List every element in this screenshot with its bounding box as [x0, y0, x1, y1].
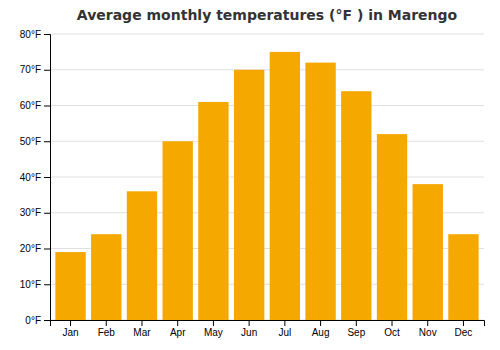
y-tick-label: 70°F	[20, 64, 41, 75]
x-tick-mark	[356, 320, 357, 326]
y-tick-mark	[44, 70, 50, 71]
y-tick-mark	[44, 284, 50, 285]
x-tick-mark	[392, 320, 393, 326]
x-tick: May	[204, 320, 223, 338]
y-tick: 40°F	[20, 172, 50, 183]
bar	[341, 91, 371, 320]
x-tick-mark	[177, 320, 178, 326]
bar	[198, 102, 228, 320]
y-tick-label: 40°F	[20, 172, 41, 183]
y-tick-mark	[44, 249, 50, 250]
grid-line	[50, 34, 484, 35]
y-tick-label: 30°F	[20, 207, 41, 218]
y-tick: 10°F	[20, 279, 50, 290]
bar	[163, 141, 193, 320]
grid-line	[50, 69, 484, 70]
grid-line	[50, 177, 484, 178]
y-tick-mark	[44, 213, 50, 214]
x-tick-label: Jan	[62, 327, 78, 338]
y-tick-mark	[44, 177, 50, 178]
y-tick: 0°F	[25, 315, 50, 326]
bar	[448, 234, 478, 320]
bar	[127, 191, 157, 320]
grid-line	[50, 141, 484, 142]
y-axis-line	[44, 35, 51, 321]
x-tick-label: Dec	[455, 327, 473, 338]
x-tick-label: May	[204, 327, 223, 338]
y-tick: 50°F	[20, 136, 50, 147]
chart: 0°F 10°F 20°F 30°F 40°F 50°F 60°F 70°F 80°F Jan Fe…	[0, 0, 500, 350]
x-tick-mark	[106, 320, 107, 326]
x-tick-label: Feb	[98, 327, 116, 338]
x-tick: Aug	[312, 320, 330, 338]
y-axis: 0°F 10°F 20°F 30°F 40°F 50°F 60°F 70°F 80°F	[20, 29, 51, 326]
y-tick-label: 20°F	[20, 243, 41, 254]
y-tick-mark	[44, 141, 50, 142]
y-tick-mark	[44, 320, 50, 321]
y-tick-label: 60°F	[20, 100, 41, 111]
title: Average monthly temperatures (°F ) in Ma…	[77, 7, 458, 23]
bars	[55, 52, 478, 320]
x-tick-label: Nov	[419, 327, 437, 338]
x-tick: Dec	[455, 320, 473, 338]
grid-line	[50, 105, 484, 106]
x-tick: Oct	[384, 320, 400, 338]
x-tick: Jul	[278, 320, 291, 338]
y-tick-label: 0°F	[25, 315, 41, 326]
bar	[55, 252, 85, 320]
x-tick-label: Apr	[170, 327, 186, 338]
y-tick: 30°F	[20, 207, 50, 218]
x-tick: Sep	[347, 320, 365, 338]
x-tick-label: Jul	[278, 327, 291, 338]
x-tick: Mar	[133, 320, 151, 338]
bar	[305, 63, 335, 320]
x-tick-label: Aug	[312, 327, 330, 338]
y-tick-label: 50°F	[20, 136, 41, 147]
x-tick-label: Oct	[384, 327, 400, 338]
x-tick-label: Mar	[133, 327, 151, 338]
x-tick-mark	[249, 320, 250, 326]
x-tick-mark	[320, 320, 321, 326]
x-tick-label: Jun	[241, 327, 257, 338]
bar	[270, 52, 300, 320]
grid	[50, 34, 484, 320]
x-tick: Jun	[241, 320, 257, 338]
x-tick-mark	[213, 320, 214, 326]
y-tick-label: 10°F	[20, 279, 41, 290]
x-tick-mark	[70, 320, 71, 326]
x-tick: Nov	[419, 320, 437, 338]
y-tick: 70°F	[20, 64, 50, 75]
bar	[234, 70, 264, 320]
bar	[413, 184, 443, 320]
x-axis-line	[51, 321, 485, 327]
y-tick-mark	[44, 34, 50, 35]
bar	[377, 134, 407, 320]
x-tick: Feb	[98, 320, 116, 338]
x-tick-mark	[427, 320, 428, 326]
plot: 0°F 10°F 20°F 30°F 40°F 50°F 60°F 70°F 80°F Jan Fe…	[20, 29, 485, 338]
y-tick: 80°F	[20, 29, 50, 40]
x-tick-mark	[284, 320, 285, 326]
x-tick: Jan	[62, 320, 78, 338]
y-tick: 60°F	[20, 100, 50, 111]
x-axis: Jan Feb Mar Apr May Jun Jul Aug Sep Oct Nov Dec	[51, 320, 485, 338]
x-tick-label: Sep	[347, 327, 365, 338]
x-tick-mark	[463, 320, 464, 326]
y-tick-label: 80°F	[20, 29, 41, 40]
x-tick: Apr	[170, 320, 186, 338]
bar	[91, 234, 121, 320]
y-tick: 20°F	[20, 243, 50, 254]
y-tick-mark	[44, 106, 50, 107]
x-tick-mark	[141, 320, 142, 326]
